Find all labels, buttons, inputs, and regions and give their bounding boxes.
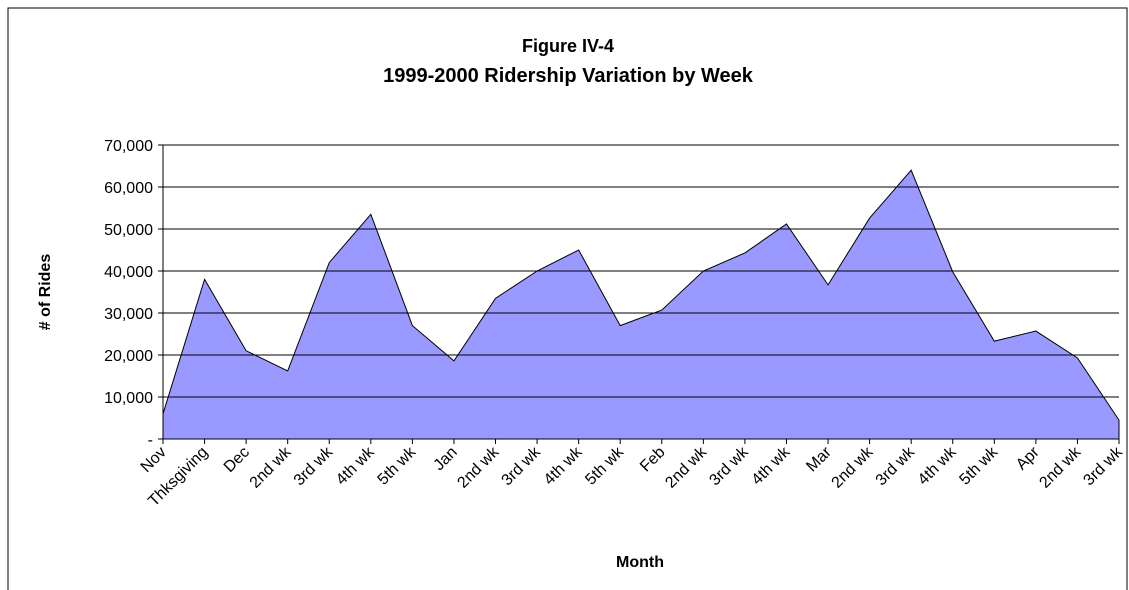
area (162, 169, 1120, 440)
y-tick-label: 20,000 (104, 348, 153, 365)
chart-subtitle: 1999-2000 Ridership Variation by Week (383, 65, 754, 87)
y-tick-label: 70,000 (104, 138, 153, 155)
y-tick-label: 60,000 (104, 180, 153, 197)
chart-title: Figure IV-4 (522, 36, 614, 56)
y-axis-label: # of Rides (37, 254, 54, 331)
y-tick-label: 50,000 (104, 222, 153, 239)
x-axis-label: Month (616, 554, 664, 571)
y-tick-label: 30,000 (104, 306, 153, 323)
y-tick-label: 40,000 (104, 264, 153, 281)
y-tick-label: - (148, 432, 153, 449)
y-tick-label: 10,000 (104, 390, 153, 407)
